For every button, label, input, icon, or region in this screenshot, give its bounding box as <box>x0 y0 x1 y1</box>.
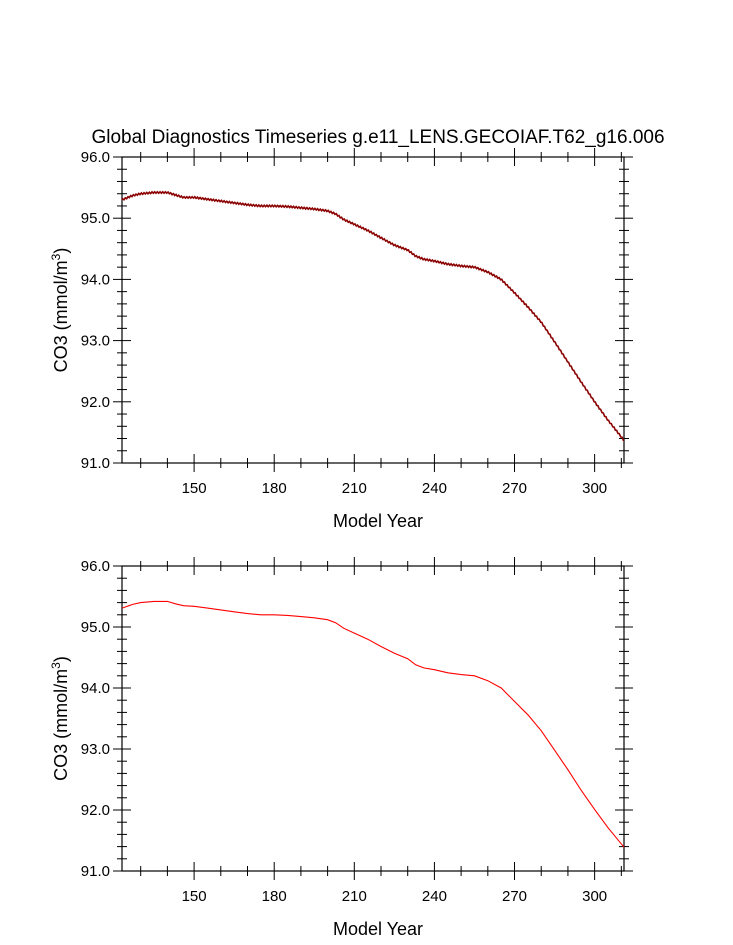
series-line-annual <box>121 600 625 848</box>
x-tick-label: 210 <box>342 480 367 497</box>
x-tick-label: 150 <box>182 888 207 905</box>
x-tick-label: 270 <box>502 888 527 905</box>
y-tick-label: 92.0 <box>81 802 110 819</box>
y-axis-title-end: ) <box>51 656 71 662</box>
y-axis-title-end: ) <box>51 248 71 254</box>
y-axis-title: CO3 (mmol/m3) <box>49 656 71 781</box>
y-axis-title: CO3 (mmol/m3) <box>49 248 71 373</box>
y-axis-title-main: CO3 (mmol/m <box>51 260 71 372</box>
x-tick-label: 180 <box>262 480 287 497</box>
x-tick-label: 210 <box>342 888 367 905</box>
y-tick-label: 95.0 <box>81 210 110 227</box>
top-panel: 150 180 210 240 270 300 91.0 92.0 93.0 94.0 95.0 96… <box>49 148 633 531</box>
y-tick-label: 91.0 <box>81 863 110 880</box>
bottom-panel: 150 180 210 240 270 300 91.0 92.0 93.0 94.0 95.0 96… <box>49 557 633 939</box>
y-tick-label: 93.0 <box>81 741 110 758</box>
y-tick-label: 96.0 <box>81 149 110 166</box>
series-line-monthly <box>121 190 625 442</box>
y-tick-label: 95.0 <box>81 619 110 636</box>
y-tick-label: 91.0 <box>81 455 110 472</box>
x-axis-title: Model Year <box>333 919 423 939</box>
x-tick-label: 240 <box>422 480 447 497</box>
y-tick-label: 96.0 <box>81 558 110 575</box>
x-tick-label: 240 <box>422 888 447 905</box>
y-axis-title-sup: 3 <box>49 662 63 669</box>
x-tick-label: 270 <box>502 480 527 497</box>
plot-frame <box>121 156 625 464</box>
y-tick-label: 93.0 <box>81 333 110 350</box>
plot-frame <box>121 565 625 872</box>
x-axis-title: Model Year <box>333 511 423 531</box>
x-tick-label: 300 <box>582 888 607 905</box>
x-tick-label: 300 <box>582 480 607 497</box>
x-tick-label: 180 <box>262 888 287 905</box>
y-axis-title-sup: 3 <box>49 253 63 260</box>
y-axis-title-main: CO3 (mmol/m <box>51 669 71 781</box>
y-tick-label: 94.0 <box>81 271 110 288</box>
x-tick-label: 150 <box>182 480 207 497</box>
y-tick-label: 92.0 <box>81 394 110 411</box>
chart-title: Global Diagnostics Timeseries g.e11_LENS… <box>91 127 664 148</box>
y-tick-label: 94.0 <box>81 680 110 697</box>
